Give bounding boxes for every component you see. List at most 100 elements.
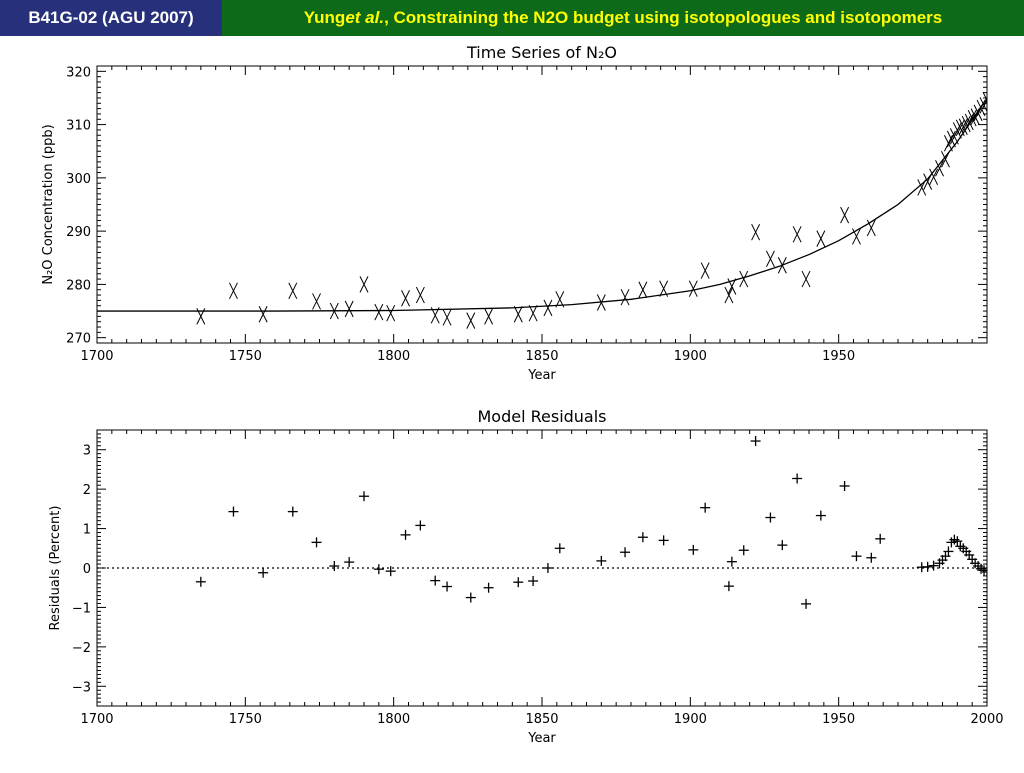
data-point-stroke — [961, 115, 971, 133]
data-point — [739, 270, 749, 288]
data-point-stroke — [196, 308, 206, 325]
data-point — [258, 306, 268, 323]
slide-title-etal: et al. — [345, 8, 385, 27]
data-point — [952, 536, 963, 547]
data-point — [196, 308, 206, 325]
data-point-stroke — [852, 228, 861, 245]
data-point — [751, 223, 761, 241]
data-point — [373, 564, 384, 575]
data-point — [359, 276, 369, 293]
data-point-stroke — [941, 150, 950, 168]
data-point-stroke — [401, 290, 410, 307]
data-point — [329, 302, 339, 320]
x-tick-label: 1950 — [822, 349, 855, 364]
data-point — [229, 282, 238, 300]
plot-area — [97, 436, 987, 609]
data-point-stroke — [840, 206, 850, 224]
data-point — [935, 160, 944, 177]
data-point-stroke — [638, 281, 648, 298]
x-tick-label: 1750 — [229, 349, 262, 364]
data-point — [400, 529, 411, 540]
data-point-stroke — [484, 308, 494, 325]
x-tick-label: 1700 — [80, 712, 113, 727]
data-point-stroke — [801, 270, 811, 288]
data-point — [946, 130, 956, 148]
data-point — [700, 262, 710, 279]
data-point — [329, 561, 340, 572]
data-point — [415, 520, 426, 531]
data-point-stroke — [946, 130, 956, 148]
data-point-stroke — [543, 299, 553, 317]
data-point — [659, 280, 669, 297]
data-point — [851, 551, 862, 562]
data-point — [816, 230, 826, 247]
data-point-stroke — [952, 122, 962, 139]
data-point — [792, 473, 803, 484]
y-tick-label: 1 — [83, 523, 91, 538]
data-point-stroke — [792, 226, 802, 243]
data-point-stroke — [929, 168, 939, 186]
y-tick-label: 3 — [83, 444, 91, 459]
data-point — [543, 299, 553, 317]
session-label: B41G-02 (AGU 2007) — [0, 0, 222, 36]
data-point — [442, 309, 452, 326]
y-tick-label: −2 — [72, 641, 91, 656]
fit-curve — [97, 97, 987, 312]
data-point — [542, 563, 553, 573]
y-tick-label: −3 — [72, 680, 91, 695]
slide-title: Yung et al., Constraining the N2O budget… — [222, 0, 1024, 36]
data-point-stroke — [955, 119, 965, 137]
y-axis-label: N₂O Concentration (ppb) — [41, 124, 56, 284]
y-tick-label: 320 — [66, 65, 91, 80]
data-point — [359, 491, 369, 502]
data-point — [555, 291, 565, 308]
data-point — [513, 306, 523, 323]
data-point — [344, 557, 355, 568]
data-point — [738, 545, 749, 556]
data-point — [415, 286, 425, 304]
data-point — [777, 257, 787, 274]
data-point-stroke — [430, 307, 440, 324]
data-point — [385, 566, 396, 577]
data-point-stroke — [288, 282, 298, 300]
data-point — [401, 290, 410, 307]
y-tick-label: 270 — [66, 332, 91, 347]
residuals-chart: 1700 1750 1800 1850 1900 1950 2000 −3 −2 −1 0 1 2 3 Mo… — [48, 407, 1004, 746]
data-point-stroke — [982, 98, 987, 109]
charts-svg: 1700 1750 1800 1850 1900 19502702802903003103… — [41, 43, 1004, 746]
data-point — [442, 581, 453, 592]
plot-frame — [96, 65, 988, 344]
data-point-stroke — [958, 118, 968, 135]
y-tick-label: 310 — [66, 119, 91, 134]
data-point — [344, 300, 354, 318]
data-point — [929, 168, 939, 186]
data-point — [941, 150, 950, 168]
data-point-stroke — [917, 179, 927, 196]
data-point — [923, 173, 933, 190]
data-point-stroke — [229, 282, 238, 300]
data-point — [688, 544, 699, 555]
data-point — [596, 555, 607, 566]
data-point — [688, 280, 698, 297]
data-point-stroke — [359, 276, 369, 293]
data-point-stroke — [415, 286, 425, 304]
data-point — [288, 282, 298, 300]
data-point — [228, 506, 239, 517]
x-tick-label: 1850 — [525, 712, 558, 727]
data-point — [801, 598, 812, 609]
y-tick-label: −1 — [72, 601, 91, 616]
data-point — [658, 535, 669, 546]
data-point — [430, 307, 440, 324]
data-point-stroke — [700, 262, 710, 279]
slide-title-author: Yung — [303, 8, 346, 27]
data-point — [982, 566, 987, 577]
data-point — [792, 226, 802, 243]
data-point — [723, 581, 734, 592]
y-tick-label: 300 — [66, 172, 91, 187]
data-point-stroke — [258, 306, 268, 323]
chart-title: Time Series of N₂O — [466, 43, 617, 62]
slide-header: B41G-02 (AGU 2007) Yung et al., Constrai… — [0, 0, 1024, 36]
x-tick-label: 1750 — [229, 712, 262, 727]
chart-title: Model Residuals — [477, 407, 606, 426]
data-point — [430, 575, 441, 586]
